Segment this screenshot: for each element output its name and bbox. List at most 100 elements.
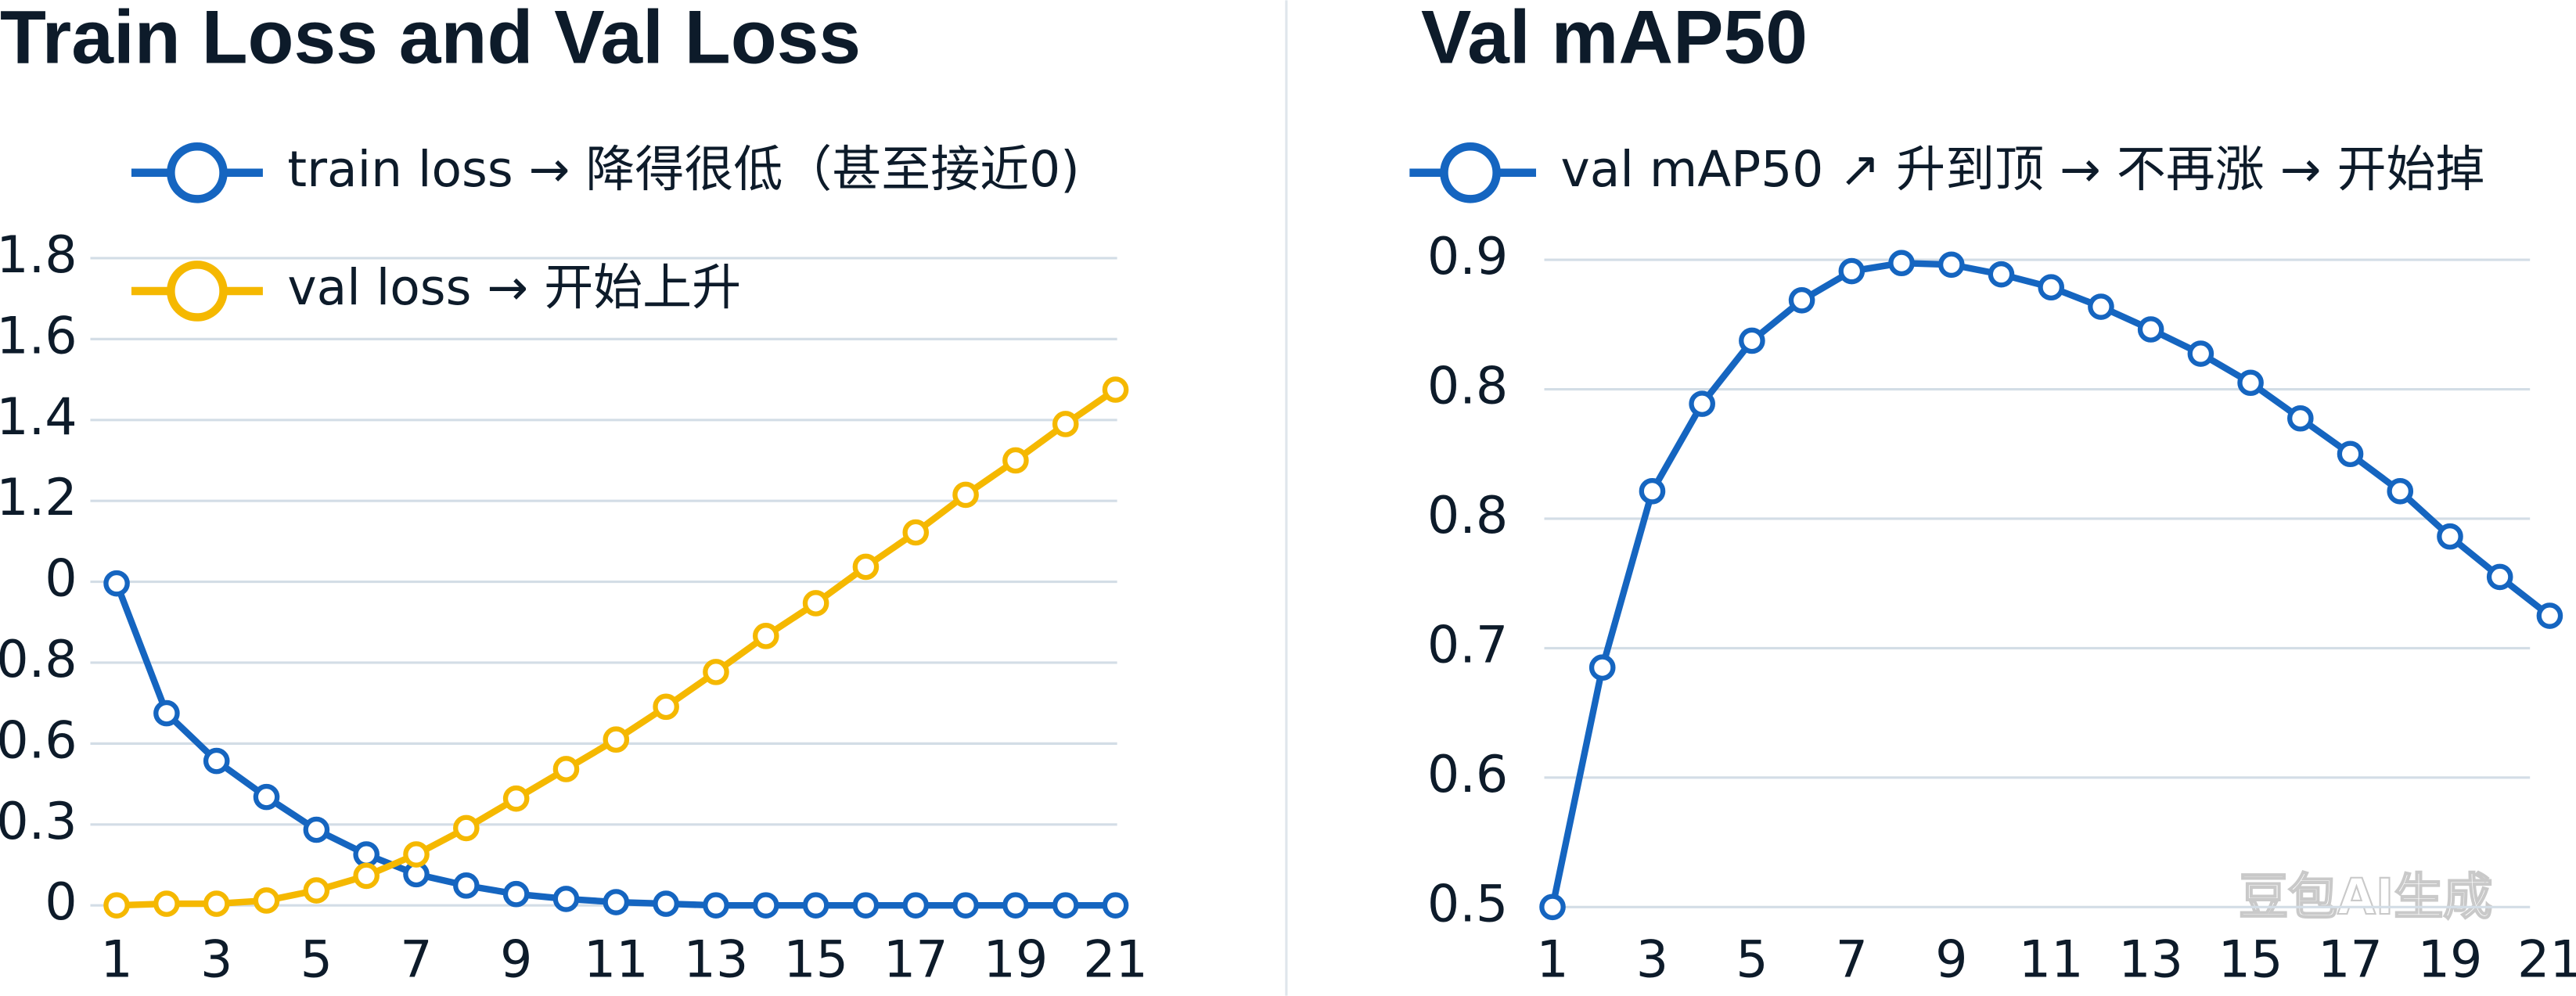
x-tick-label: 1 (100, 931, 132, 990)
data-point (303, 816, 330, 843)
data-point (502, 785, 530, 812)
data-point (103, 892, 130, 919)
data-point (952, 892, 979, 919)
data-point (502, 880, 530, 908)
y-tick-label: 1.2 (0, 469, 77, 527)
data-point (1988, 261, 2015, 288)
data-point (253, 783, 280, 811)
chart-title: Train Loss and Val Loss (0, 0, 861, 79)
x-tick-label: 15 (783, 931, 848, 990)
data-point (1539, 894, 1566, 921)
y-tick-label: 1.4 (0, 388, 77, 447)
data-point (2287, 405, 2314, 432)
data-point (552, 756, 580, 782)
data-point (952, 481, 979, 509)
data-point (1639, 478, 1666, 505)
data-point (1937, 251, 1965, 279)
series-line (1549, 260, 2552, 908)
data-point (2088, 293, 2114, 320)
data-point (653, 890, 679, 917)
data-point (303, 877, 330, 904)
data-point (1052, 892, 1079, 919)
data-point (2387, 478, 2414, 505)
data-point (1788, 286, 1815, 314)
x-tick-label: 13 (684, 931, 749, 990)
data-point (752, 623, 779, 649)
data-point (1838, 257, 1865, 285)
data-point (1002, 892, 1029, 919)
y-tick-label: 1.6 (0, 307, 77, 365)
data-point (353, 862, 380, 890)
legend-label: val loss → 开始上升 (287, 259, 741, 316)
legend-marker (167, 142, 228, 203)
data-point (703, 659, 729, 685)
data-point (802, 590, 829, 617)
series-line (116, 387, 1117, 909)
y-tick-label: 0.6 (0, 711, 77, 770)
y-tick-label: 0.8 (1427, 358, 1509, 416)
x-tick-label: 13 (2118, 931, 2183, 990)
y-tick-label: 1.8 (0, 226, 77, 285)
y-tick-label: 0 (45, 873, 77, 932)
y-tick-label: 0.3 (0, 793, 77, 851)
data-point (902, 892, 930, 919)
x-tick-label: 19 (983, 931, 1048, 990)
x-tick-label: 11 (2019, 931, 2084, 990)
data-point (2187, 340, 2214, 367)
y-tick-label: 0.6 (1427, 746, 1509, 804)
data-point (902, 519, 930, 546)
legend-marker (167, 261, 228, 322)
data-point (752, 892, 779, 919)
chart-title: Val mAP50 (1421, 0, 1808, 79)
data-point (353, 841, 380, 868)
x-tick-label: 9 (500, 931, 532, 990)
data-point (1102, 892, 1129, 919)
data-point (703, 892, 729, 919)
data-point (1102, 376, 1129, 403)
data-point (653, 693, 679, 721)
data-point (2237, 369, 2264, 397)
x-tick-label: 3 (200, 931, 232, 990)
data-point (403, 841, 430, 868)
x-tick-label: 15 (2218, 931, 2283, 990)
legend-label: train loss → 降得很低（甚至接近0) (287, 141, 1079, 198)
data-point (802, 892, 829, 919)
data-point (1588, 654, 1616, 681)
legend-label: val mAP50 ↗ 升到顶 → 不再涨 → 开始掉 (1561, 141, 2485, 198)
data-point (253, 887, 280, 914)
data-point (1739, 327, 1765, 354)
x-tick-label: 5 (1736, 931, 1768, 990)
x-tick-label: 5 (300, 931, 333, 990)
data-point (1052, 411, 1079, 437)
data-point (2137, 316, 2164, 343)
x-tick-label: 1 (1536, 931, 1568, 990)
data-point (1002, 447, 1029, 474)
data-point (852, 892, 880, 919)
data-point (453, 814, 480, 842)
y-tick-label: 0 (45, 550, 77, 609)
data-point (153, 890, 180, 917)
y-tick-label: 0.9 (1427, 228, 1509, 286)
legend-marker (1440, 142, 1501, 203)
data-point (603, 889, 630, 915)
data-point (1888, 250, 1915, 277)
data-point (2337, 440, 2364, 468)
data-point (153, 699, 180, 727)
data-point (2437, 523, 2463, 550)
data-point (203, 890, 230, 917)
x-tick-label: 21 (2517, 931, 2576, 990)
x-tick-label: 21 (1083, 931, 1148, 990)
y-tick-label: 0.8 (1427, 487, 1509, 545)
x-tick-label: 9 (1935, 931, 1967, 990)
x-tick-label: 17 (2318, 931, 2383, 990)
data-point (203, 747, 230, 775)
x-tick-label: 3 (1636, 931, 1668, 990)
x-tick-label: 7 (400, 931, 432, 990)
data-point (603, 726, 630, 753)
y-tick-label: 0.7 (1427, 616, 1509, 674)
data-point (2486, 563, 2513, 591)
y-tick-label: 0.8 (0, 631, 77, 689)
x-tick-label: 11 (584, 931, 649, 990)
data-point (2536, 602, 2563, 629)
